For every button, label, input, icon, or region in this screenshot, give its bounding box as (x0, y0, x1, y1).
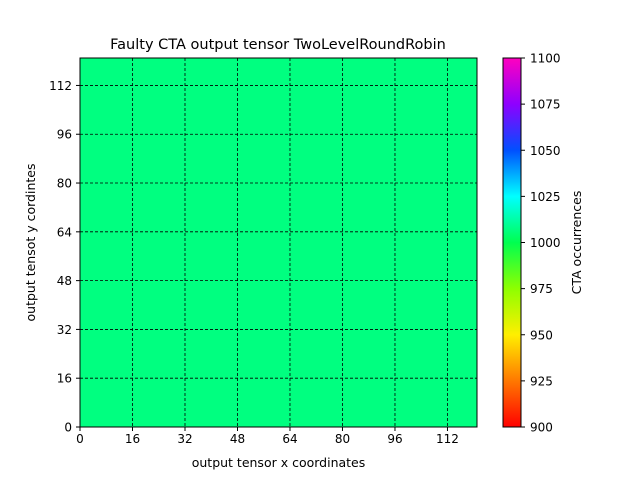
plot-frame (79, 57, 478, 428)
colorbar-tick-label: 900 (530, 421, 553, 435)
colorbar-tick-label: 1075 (530, 98, 561, 112)
x-axis-label: output tensor x coordinates (192, 455, 366, 470)
x-tick-label: 96 (387, 432, 402, 446)
y-tick-label: 80 (57, 177, 72, 191)
colorbar-label: CTA occurrences (569, 191, 584, 295)
x-tick-label: 0 (76, 432, 84, 446)
colorbar-tick-label: 975 (530, 282, 553, 296)
x-tick-label: 16 (125, 432, 140, 446)
x-axis-ticks: 0 16 32 48 64 80 96 112 (76, 427, 459, 446)
colorbar-ticks: 900 925 950 975 1000 1025 1050 1075 1100 (521, 52, 561, 435)
y-tick-label: 112 (49, 79, 72, 93)
x-tick-label: 112 (436, 432, 459, 446)
grid-lines (80, 58, 477, 427)
colorbar-tick-label: 1050 (530, 144, 561, 158)
colorbar-tick-label: 925 (530, 374, 553, 388)
y-tick-label: 32 (57, 323, 72, 337)
colorbar-tick-label: 1025 (530, 190, 561, 204)
y-axis-ticks: 0 16 32 48 64 80 96 112 (49, 79, 80, 435)
colorbar-tick-label: 1000 (530, 236, 561, 250)
y-tick-label: 96 (57, 128, 72, 142)
x-tick-label: 48 (230, 432, 245, 446)
x-tick-label: 80 (335, 432, 350, 446)
colorbar-tick-label: 1100 (530, 52, 561, 66)
colorbar-tick-label: 950 (530, 328, 553, 342)
x-tick-label: 64 (282, 432, 297, 446)
y-axis-label: output tensot y cordintes (23, 164, 38, 322)
x-tick-label: 32 (177, 432, 192, 446)
chart-title: Faulty CTA output tensor TwoLevelRoundRo… (110, 37, 446, 53)
y-tick-label: 48 (57, 274, 72, 288)
y-tick-label: 16 (57, 372, 72, 386)
y-tick-label: 0 (64, 421, 72, 435)
heatmap-cell (80, 58, 477, 427)
colorbar (502, 57, 522, 428)
y-tick-label: 64 (57, 225, 72, 239)
